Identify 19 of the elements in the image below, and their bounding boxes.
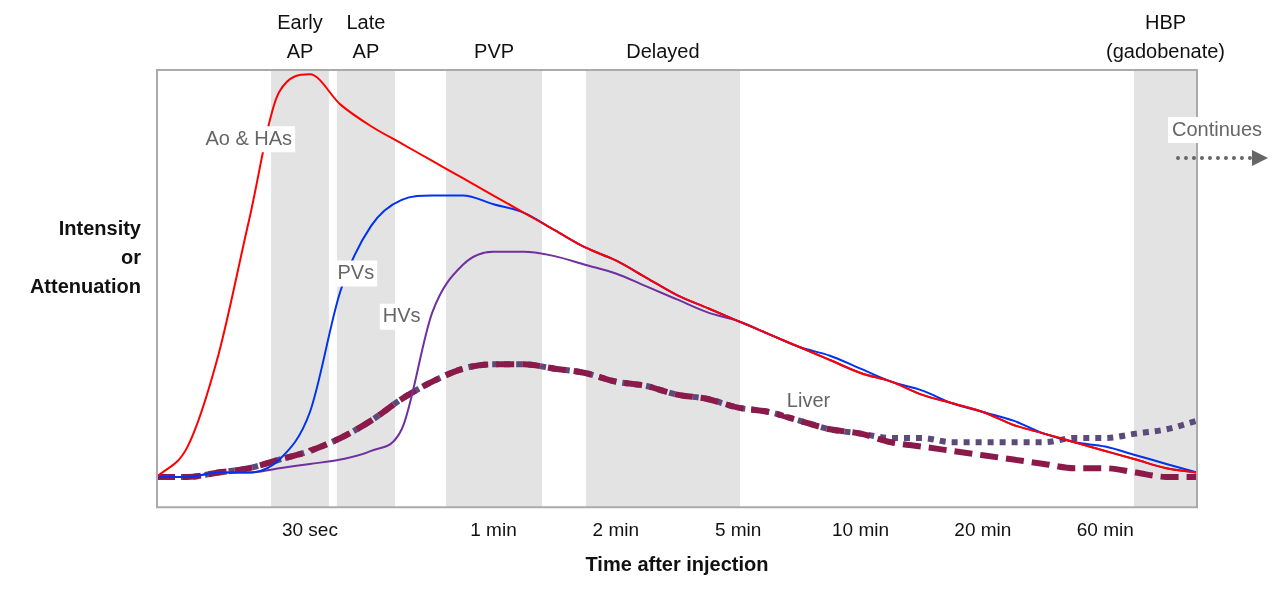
- text: Late AP: [346, 10, 386, 62]
- x-tick-label: 30 sec: [281, 518, 338, 540]
- series-label: Ao & HAs: [205, 126, 293, 149]
- series-label: Liver: [786, 388, 831, 411]
- x-tick-label: 20 min: [954, 518, 1012, 540]
- y-axis-title: Intensity or Attenuation: [29, 217, 142, 298]
- text: PVP: [474, 39, 515, 62]
- x-axis-title: Time after injection: [585, 552, 769, 575]
- x-tick-label: 2 min: [592, 518, 640, 540]
- annotation: Continues: [1171, 117, 1263, 140]
- x-tick-label: 10 min: [832, 518, 890, 540]
- x-tick-label: 1 min: [470, 518, 517, 540]
- x-tick-label: 5 min: [714, 518, 762, 540]
- text: HBP (gadobenate): [1106, 10, 1225, 62]
- x-tick-label: 60 min: [1076, 518, 1134, 540]
- series-label: PVs: [337, 260, 375, 283]
- text: Early AP: [277, 10, 323, 62]
- text: Delayed: [626, 39, 700, 62]
- series-label: HVs: [382, 304, 421, 327]
